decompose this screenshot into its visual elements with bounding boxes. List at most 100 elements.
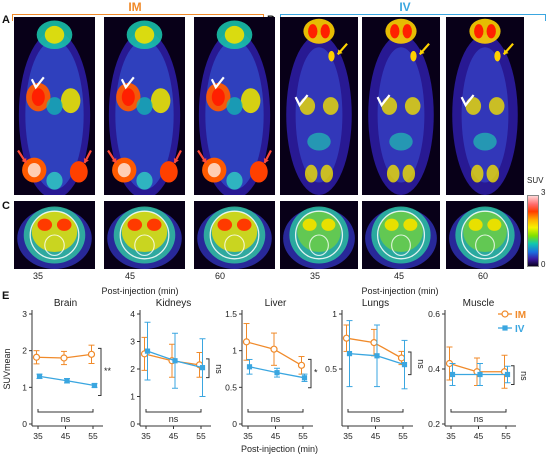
red-arrow-right-1 bbox=[173, 149, 182, 164]
white-arrowhead-iv-1 bbox=[376, 94, 391, 108]
significance-bracket-right bbox=[511, 365, 515, 385]
time-label-d-45: 45 bbox=[393, 271, 404, 281]
colorbar bbox=[527, 195, 539, 267]
panel-letter-c: C bbox=[2, 200, 10, 212]
x-tick-label: 55 bbox=[501, 431, 511, 441]
y-tick-label: 4 bbox=[130, 309, 135, 319]
chart-liver: Liver 0 0.5 1 1.5 35 45 55 * ns Post-injection (mi… bbox=[225, 298, 318, 454]
data-point-iv bbox=[504, 371, 511, 378]
chart-title: Muscle bbox=[463, 298, 495, 309]
y-tick-label: 1 bbox=[332, 309, 337, 319]
data-point-iv bbox=[144, 348, 151, 354]
y-tick-label: 3 bbox=[22, 309, 27, 319]
panel-e-charts: Brain 0 1 2 3 35 45 55 ** ns SUVmean Kidneys 0 1 2 3 4 35… bbox=[2, 298, 529, 454]
data-point-iv bbox=[346, 351, 353, 357]
significance-bracket-bottom bbox=[450, 409, 507, 413]
yellow-arrow-2 bbox=[502, 42, 514, 56]
significance-bracket-bottom bbox=[145, 409, 202, 413]
data-point-iv bbox=[477, 371, 483, 378]
x-tick-label: 35 bbox=[343, 431, 353, 441]
red-arrow-left-0 bbox=[17, 149, 28, 164]
red-arrow-right-2 bbox=[263, 149, 272, 164]
red-arrow-right-0 bbox=[83, 149, 92, 164]
scan-im-head-2 bbox=[194, 201, 275, 269]
legend-label-iv: IV bbox=[515, 324, 525, 335]
time-label-d-60: 60 bbox=[477, 271, 488, 281]
y-tick-label: 1.5 bbox=[225, 309, 237, 319]
x-tick-label: 55 bbox=[398, 431, 408, 441]
data-point-iv bbox=[172, 358, 178, 364]
xlabel-panel-c: Post-injection (min) bbox=[101, 286, 179, 296]
time-label-c-60: 60 bbox=[214, 271, 225, 281]
y-tick-label: 0.5 bbox=[225, 382, 237, 392]
yellow-arrow-1 bbox=[418, 42, 430, 56]
significance-label-right: ** bbox=[104, 366, 112, 376]
data-point-iv bbox=[274, 370, 280, 376]
y-tick-label: 0 bbox=[232, 419, 237, 429]
yellow-arrow-0 bbox=[336, 42, 348, 56]
data-point-im bbox=[270, 345, 278, 353]
white-arrowhead-iv-0 bbox=[294, 94, 309, 108]
significance-label-right: ns bbox=[416, 359, 426, 369]
scan-iv-whole-body-1 bbox=[362, 17, 440, 195]
x-tick-label: 55 bbox=[298, 431, 308, 441]
xlabel-panel-d: Post-injection (min) bbox=[361, 286, 439, 296]
scan-im-head-0 bbox=[14, 201, 95, 269]
series-im bbox=[342, 324, 406, 366]
y-tick-label: 2 bbox=[130, 364, 135, 374]
data-point-iv bbox=[449, 371, 456, 378]
significance-bracket-right bbox=[98, 347, 102, 396]
data-point-iv bbox=[246, 364, 253, 370]
significance-label-right: ns bbox=[214, 364, 224, 374]
data-point-iv bbox=[401, 362, 408, 368]
scan-iv-whole-body-0 bbox=[280, 17, 358, 195]
data-point-im bbox=[342, 334, 351, 342]
colorbar-min: 0 bbox=[541, 260, 546, 269]
data-point-im bbox=[370, 338, 378, 347]
y-tick-label: 0 bbox=[130, 419, 135, 429]
scan-iv-head-1 bbox=[362, 201, 440, 269]
time-label-c-35: 35 bbox=[32, 271, 43, 281]
series-iv bbox=[246, 358, 308, 382]
y-tick-label: 0.5 bbox=[325, 364, 337, 374]
y-tick-label: 0.4 bbox=[428, 364, 440, 374]
time-label-d-35: 35 bbox=[309, 271, 320, 281]
y-tick-label: 3 bbox=[130, 337, 135, 347]
significance-label-bottom: ns bbox=[271, 414, 281, 424]
y-axis-label: SUVmean bbox=[2, 348, 12, 389]
scan-im-whole-body-1 bbox=[104, 17, 185, 195]
scan-iv-head-0 bbox=[280, 201, 358, 269]
significance-label-right: * bbox=[314, 368, 318, 378]
significance-bracket-bottom bbox=[347, 409, 404, 413]
significance-bracket-bottom bbox=[247, 409, 304, 413]
x-tick-label: 45 bbox=[271, 431, 281, 441]
red-arrow-left-1 bbox=[107, 149, 118, 164]
data-point-iv bbox=[36, 373, 43, 379]
x-tick-label: 45 bbox=[169, 431, 179, 441]
series-iv bbox=[449, 363, 511, 386]
group-header-iv: IV bbox=[399, 0, 411, 14]
legend: IM IV bbox=[498, 310, 526, 335]
data-point-im bbox=[397, 354, 406, 362]
chart-title: Kidneys bbox=[156, 298, 192, 309]
x-tick-label: 35 bbox=[446, 431, 456, 441]
scan-im-whole-body-0 bbox=[14, 17, 95, 195]
significance-bracket-right bbox=[408, 351, 412, 376]
data-point-iv bbox=[199, 365, 206, 371]
chart-title: Lungs bbox=[362, 298, 389, 309]
colorbar-title: SUV bbox=[527, 176, 544, 185]
red-arrow-left-2 bbox=[197, 149, 208, 164]
x-tick-label: 55 bbox=[196, 431, 206, 441]
x-tick-label: 35 bbox=[243, 431, 253, 441]
data-point-iv bbox=[64, 378, 70, 384]
series-im bbox=[32, 344, 96, 366]
white-arrowhead-2 bbox=[210, 76, 225, 90]
significance-bracket-bottom bbox=[37, 409, 94, 413]
x-axis-label: Post-injection (min) bbox=[241, 444, 318, 454]
chart-title: Liver bbox=[265, 298, 287, 309]
group-header-im: IM bbox=[128, 0, 142, 14]
y-tick-label: 1 bbox=[130, 392, 135, 402]
panel-letter-a: A bbox=[2, 14, 10, 26]
x-tick-label: 45 bbox=[371, 431, 381, 441]
x-tick-label: 45 bbox=[61, 431, 71, 441]
